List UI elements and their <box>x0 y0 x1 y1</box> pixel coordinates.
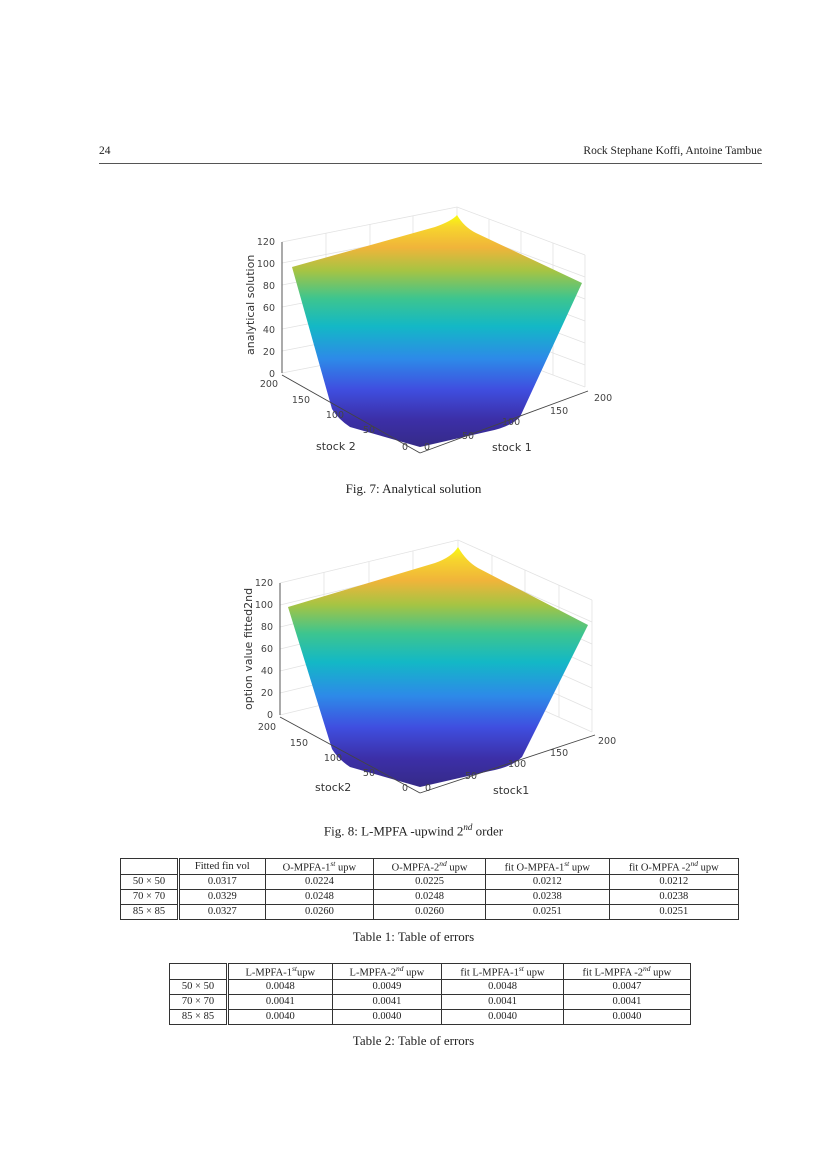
svg-text:100: 100 <box>326 410 344 421</box>
svg-text:50: 50 <box>363 768 375 779</box>
svg-text:50: 50 <box>465 771 477 782</box>
svg-text:100: 100 <box>508 759 526 770</box>
y-axis-label: stock 2 <box>316 440 356 453</box>
header-rule <box>99 163 762 164</box>
table-row: 50 × 50 0.0317 0.0224 0.0225 0.0212 0.02… <box>120 873 740 890</box>
svg-text:200: 200 <box>594 393 612 404</box>
svg-text:0: 0 <box>402 442 408 453</box>
svg-text:50: 50 <box>363 425 375 436</box>
table-row: 70 × 70 0.0041 0.0041 0.0041 0.0041 <box>169 993 692 1010</box>
svg-text:40: 40 <box>261 666 273 677</box>
z-axis-label: option value fitted2nd <box>242 588 255 710</box>
svg-text:0: 0 <box>267 710 273 721</box>
svg-text:100: 100 <box>257 259 275 270</box>
table-1: Fitted fin vol O-MPFA-1st upw O-MPFA-2nd… <box>120 858 740 920</box>
x-tick-labels: 0 50 100 150 200 <box>425 736 616 794</box>
svg-text:200: 200 <box>260 379 278 390</box>
header-authors: Rock Stephane Koffi, Antoine Tambue <box>583 145 762 157</box>
axes <box>279 583 596 794</box>
svg-text:50: 50 <box>462 431 474 442</box>
table-1-caption: Table 1: Table of errors <box>352 929 475 944</box>
table-row: 85 × 85 0.0327 0.0260 0.0260 0.0251 0.02… <box>120 903 740 920</box>
figure-7: 120 100 80 60 40 20 0 200 150 100 50 0 0… <box>220 205 620 465</box>
svg-text:80: 80 <box>261 622 273 633</box>
x-axis-label: stock 1 <box>492 441 532 454</box>
table-header-row: L-MPFA-1stupw L-MPFA-2nd upw fit L-MPFA-… <box>169 963 692 980</box>
z-tick-labels: 120 100 80 60 40 20 0 <box>255 578 273 721</box>
svg-text:80: 80 <box>263 281 275 292</box>
svg-text:200: 200 <box>258 722 276 733</box>
svg-text:150: 150 <box>292 395 310 406</box>
axes <box>281 242 589 454</box>
svg-text:120: 120 <box>257 237 275 248</box>
table-header-row: Fitted fin vol O-MPFA-1st upw O-MPFA-2nd… <box>120 858 740 875</box>
svg-text:40: 40 <box>263 325 275 336</box>
svg-text:100: 100 <box>324 753 342 764</box>
surface-plot-analytical: 120 100 80 60 40 20 0 200 150 100 50 0 0… <box>244 206 612 454</box>
table-2: L-MPFA-1stupw L-MPFA-2nd upw fit L-MPFA-… <box>169 963 692 1025</box>
running-header: 24 Rock Stephane Koffi, Antoine Tambue <box>99 145 762 163</box>
svg-text:200: 200 <box>598 736 616 747</box>
solution-surface <box>292 215 582 447</box>
surface-plot-lmpfa: 120 100 80 60 40 20 0 200 150 100 50 0 0… <box>242 539 616 797</box>
svg-text:100: 100 <box>502 417 520 428</box>
svg-text:0: 0 <box>402 783 408 794</box>
svg-text:0: 0 <box>425 783 431 794</box>
x-axis-label: stock1 <box>493 784 529 797</box>
svg-text:120: 120 <box>255 578 273 589</box>
solution-surface <box>288 547 588 787</box>
figure-8: 120 100 80 60 40 20 0 200 150 100 50 0 0… <box>220 535 620 800</box>
y-axis-label: stock2 <box>315 781 351 794</box>
z-tick-labels: 120 100 80 60 40 20 0 <box>257 237 275 380</box>
svg-text:100: 100 <box>255 600 273 611</box>
svg-text:150: 150 <box>290 738 308 749</box>
table-2-caption: Table 2: Table of errors <box>352 1033 475 1048</box>
svg-text:0: 0 <box>269 369 275 380</box>
figure-7-caption: Fig. 7: Analytical solution <box>345 481 482 496</box>
svg-text:60: 60 <box>263 303 275 314</box>
svg-text:0: 0 <box>424 442 430 453</box>
table-row: 85 × 85 0.0040 0.0040 0.0040 0.0040 <box>169 1008 692 1025</box>
y-tick-labels: 200 150 100 50 0 <box>258 722 408 794</box>
svg-text:60: 60 <box>261 644 273 655</box>
svg-text:20: 20 <box>263 347 275 358</box>
svg-text:20: 20 <box>261 688 273 699</box>
table-row: 70 × 70 0.0329 0.0248 0.0248 0.0238 0.02… <box>120 888 740 905</box>
x-tick-labels: 0 50 100 150 200 <box>424 393 612 453</box>
svg-text:150: 150 <box>550 406 568 417</box>
table-row: 50 × 50 0.0048 0.0049 0.0048 0.0047 <box>169 978 692 995</box>
z-axis-label: analytical solution <box>244 255 257 355</box>
figure-8-caption: Fig. 8: L-MPFA -upwind 2nd order <box>323 822 504 839</box>
y-tick-labels: 200 150 100 50 0 <box>260 379 408 453</box>
svg-text:150: 150 <box>550 748 568 759</box>
page-number: 24 <box>99 145 111 157</box>
